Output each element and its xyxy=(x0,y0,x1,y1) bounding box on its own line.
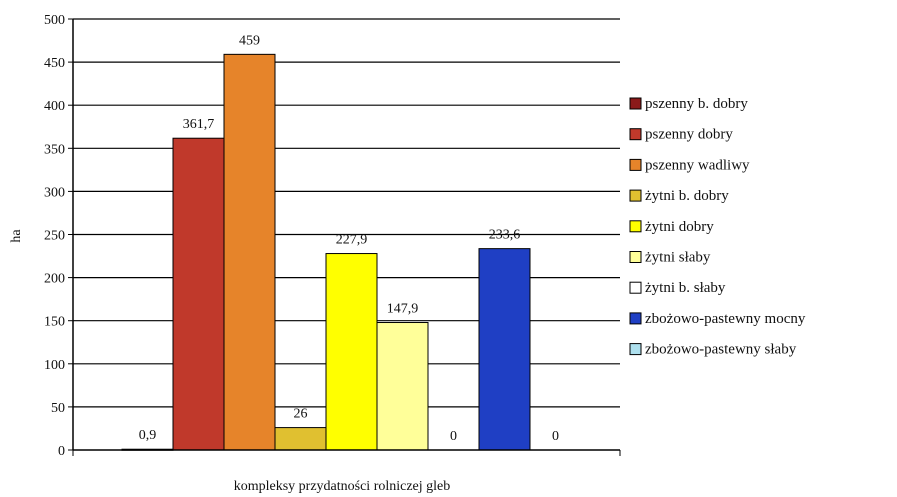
data-label: 361,7 xyxy=(183,117,215,132)
legend-label: zbożowo-pastewny mocny xyxy=(645,311,806,327)
y-tick-label: 350 xyxy=(44,142,65,157)
legend-label: pszenny wadliwy xyxy=(645,157,750,173)
data-label: 459 xyxy=(239,33,260,48)
legend-swatch xyxy=(629,97,642,110)
data-label: 0 xyxy=(552,429,559,444)
bar xyxy=(376,322,429,451)
legend-swatch xyxy=(629,220,642,233)
gridlines xyxy=(73,18,620,408)
data-label: 233,6 xyxy=(489,228,521,243)
axes xyxy=(72,19,621,456)
y-tick-label: 100 xyxy=(44,358,65,373)
bar xyxy=(478,248,531,451)
legend-label: żytni dobry xyxy=(645,219,714,235)
bar xyxy=(325,253,378,451)
bar xyxy=(274,427,327,451)
legend-label: zbożowo-pastewny słaby xyxy=(645,342,797,358)
y-axis-label: ha xyxy=(9,229,24,243)
legend-swatch xyxy=(629,251,642,263)
legend-label: żytni słaby xyxy=(645,250,711,266)
legend-swatch xyxy=(629,158,642,171)
data-label: 0 xyxy=(450,429,457,444)
data-label: 0,9 xyxy=(139,428,157,443)
legend-swatch xyxy=(629,312,642,325)
x-axis-label: kompleksy przydatności rolniczej gleb xyxy=(234,479,451,494)
bar xyxy=(172,137,225,451)
y-tick-label: 300 xyxy=(44,185,65,200)
y-tick-label: 150 xyxy=(44,315,65,330)
y-tick-label: 500 xyxy=(44,13,65,28)
data-label: 147,9 xyxy=(387,302,419,317)
legend-label: pszenny dobry xyxy=(645,127,733,143)
legend-swatch xyxy=(629,189,642,202)
y-tick-label: 250 xyxy=(44,229,65,244)
data-label: 26 xyxy=(294,407,308,422)
bar xyxy=(223,53,276,451)
legend-swatch xyxy=(629,128,642,141)
data-label: 227,9 xyxy=(336,233,368,248)
y-tick-label: 400 xyxy=(44,99,65,114)
bars xyxy=(121,53,531,451)
legend-swatch xyxy=(629,343,642,356)
legend-swatch xyxy=(629,281,642,294)
y-tick-label: 0 xyxy=(58,444,65,459)
y-tick-label: 200 xyxy=(44,272,65,287)
legend-label: żytni b. słaby xyxy=(645,280,726,296)
y-axis-ticks: 0 50 100 150 200 250 300 350 400 450 500 xyxy=(44,13,73,459)
data-labels: 0,9 361,7 459 26 227,9 147,9 0 233,6 0 xyxy=(139,33,559,444)
legend-label: żytni b. dobry xyxy=(645,188,729,204)
y-tick-label: 450 xyxy=(44,56,65,71)
legend: pszenny b. dobry pszenny dobry pszenny wad… xyxy=(629,96,806,358)
y-tick-label: 50 xyxy=(51,401,65,416)
legend-label: pszenny b. dobry xyxy=(645,96,748,112)
